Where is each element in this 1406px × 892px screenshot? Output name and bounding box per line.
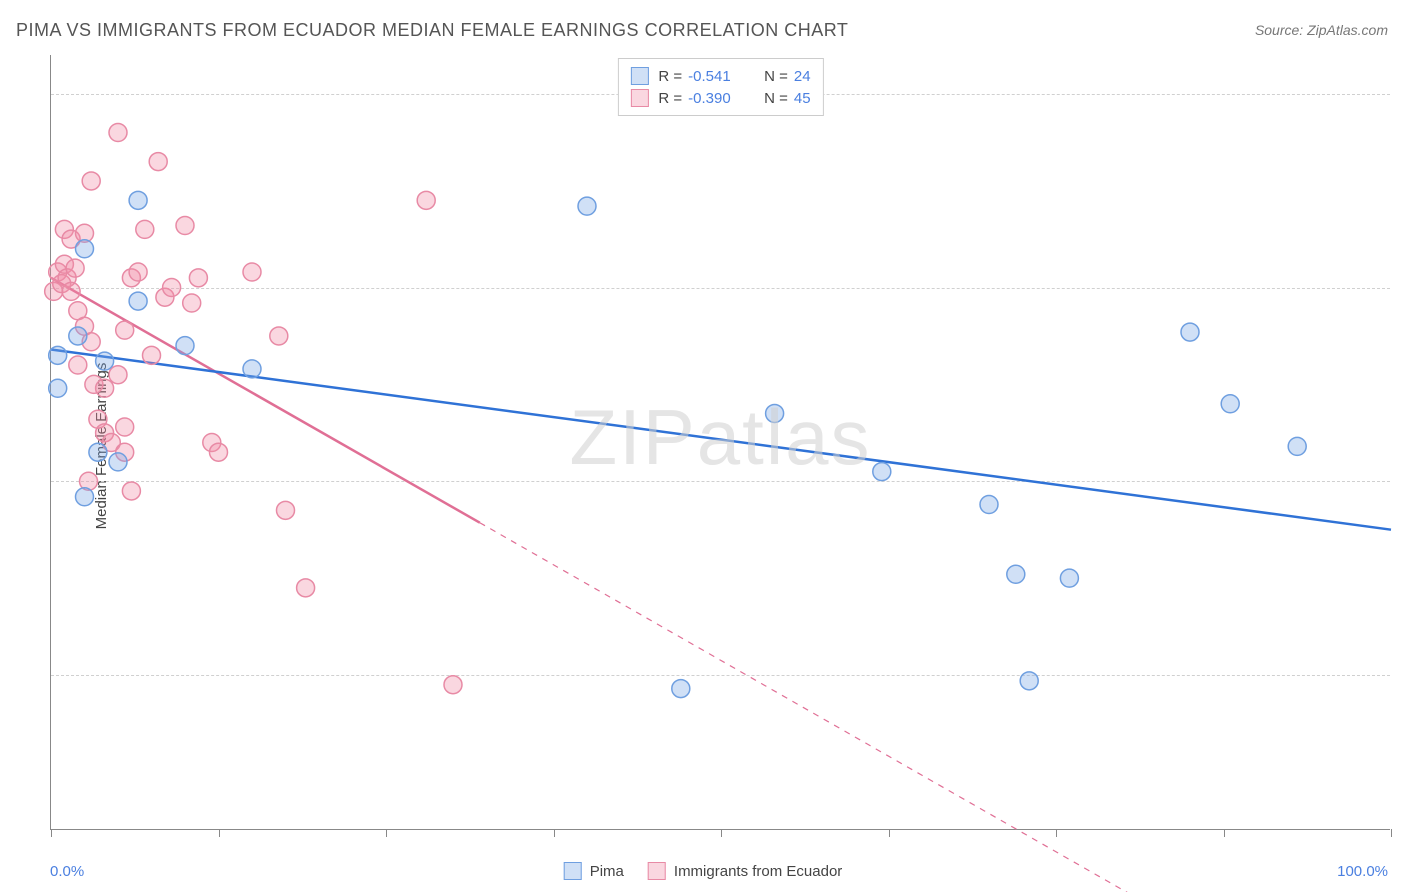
xaxis-tick — [1224, 829, 1225, 837]
data-point-ecuador — [183, 294, 201, 312]
xaxis-label-right: 100.0% — [1337, 863, 1388, 880]
n-label: N = — [764, 90, 788, 107]
data-point-pima — [243, 360, 261, 378]
data-point-pima — [76, 488, 94, 506]
data-point-ecuador — [297, 579, 315, 597]
xaxis-tick — [1391, 829, 1392, 837]
data-point-pima — [1181, 323, 1199, 341]
plot-area: ZIPatlas R = -0.541 N = 24 R = -0.390 N … — [50, 55, 1390, 830]
xaxis-tick — [889, 829, 890, 837]
data-point-ecuador — [96, 379, 114, 397]
data-point-pima — [49, 346, 67, 364]
data-point-ecuador — [136, 220, 154, 238]
data-point-ecuador — [163, 279, 181, 297]
data-point-ecuador — [69, 356, 87, 374]
xaxis-tick — [386, 829, 387, 837]
legend-stats-row-0: R = -0.541 N = 24 — [630, 65, 810, 87]
data-point-ecuador — [129, 263, 147, 281]
data-point-pima — [109, 453, 127, 471]
data-point-pima — [1060, 569, 1078, 587]
data-point-pima — [129, 191, 147, 209]
legend-swatch-icon — [630, 89, 648, 107]
n-value-0: 24 — [794, 68, 811, 85]
data-point-pima — [1221, 395, 1239, 413]
data-point-ecuador — [417, 191, 435, 209]
data-point-pima — [96, 352, 114, 370]
data-point-ecuador — [109, 124, 127, 142]
r-label: R = — [658, 68, 682, 85]
data-point-ecuador — [143, 346, 161, 364]
r-value-0: -0.541 — [688, 68, 748, 85]
data-point-ecuador — [270, 327, 288, 345]
source-label: Source: ZipAtlas.com — [1255, 22, 1388, 38]
legend-item-pima: Pima — [564, 862, 624, 880]
legend-label: Immigrants from Ecuador — [674, 863, 842, 880]
data-point-pima — [873, 463, 891, 481]
xaxis-tick — [721, 829, 722, 837]
data-point-ecuador — [122, 482, 140, 500]
xaxis-tick — [1056, 829, 1057, 837]
r-value-1: -0.390 — [688, 90, 748, 107]
legend-swatch-icon — [648, 862, 666, 880]
data-point-ecuador — [210, 443, 228, 461]
n-label: N = — [764, 68, 788, 85]
chart-svg — [51, 55, 1390, 829]
legend-item-ecuador: Immigrants from Ecuador — [648, 862, 842, 880]
legend-stats: R = -0.541 N = 24 R = -0.390 N = 45 — [617, 58, 823, 116]
data-point-ecuador — [176, 217, 194, 235]
data-point-pima — [1020, 672, 1038, 690]
data-point-pima — [672, 680, 690, 698]
data-point-ecuador — [116, 418, 134, 436]
data-point-ecuador — [62, 282, 80, 300]
data-point-pima — [980, 496, 998, 514]
data-point-ecuador — [82, 172, 100, 190]
xaxis-label-left: 0.0% — [50, 863, 84, 880]
data-point-ecuador — [444, 676, 462, 694]
data-point-pima — [176, 337, 194, 355]
data-point-pima — [1288, 437, 1306, 455]
data-point-pima — [129, 292, 147, 310]
data-point-pima — [1007, 565, 1025, 583]
n-value-1: 45 — [794, 90, 811, 107]
data-point-ecuador — [66, 259, 84, 277]
legend-stats-row-1: R = -0.390 N = 45 — [630, 87, 810, 109]
xaxis-tick — [51, 829, 52, 837]
data-point-ecuador — [109, 366, 127, 384]
trend-line-dash-ecuador — [480, 523, 1391, 892]
data-point-ecuador — [277, 501, 295, 519]
legend-series: Pima Immigrants from Ecuador — [564, 862, 843, 880]
data-point-pima — [76, 240, 94, 258]
data-point-pima — [766, 404, 784, 422]
chart-title: PIMA VS IMMIGRANTS FROM ECUADOR MEDIAN F… — [16, 20, 848, 41]
data-point-ecuador — [116, 321, 134, 339]
legend-label: Pima — [590, 863, 624, 880]
trend-line-ecuador — [51, 278, 480, 523]
data-point-ecuador — [149, 153, 167, 171]
data-point-pima — [578, 197, 596, 215]
data-point-pima — [89, 443, 107, 461]
data-point-pima — [69, 327, 87, 345]
xaxis-tick — [219, 829, 220, 837]
data-point-ecuador — [189, 269, 207, 287]
r-label: R = — [658, 90, 682, 107]
legend-swatch-icon — [564, 862, 582, 880]
legend-swatch-icon — [630, 67, 648, 85]
data-point-ecuador — [243, 263, 261, 281]
data-point-pima — [49, 379, 67, 397]
xaxis-tick — [554, 829, 555, 837]
